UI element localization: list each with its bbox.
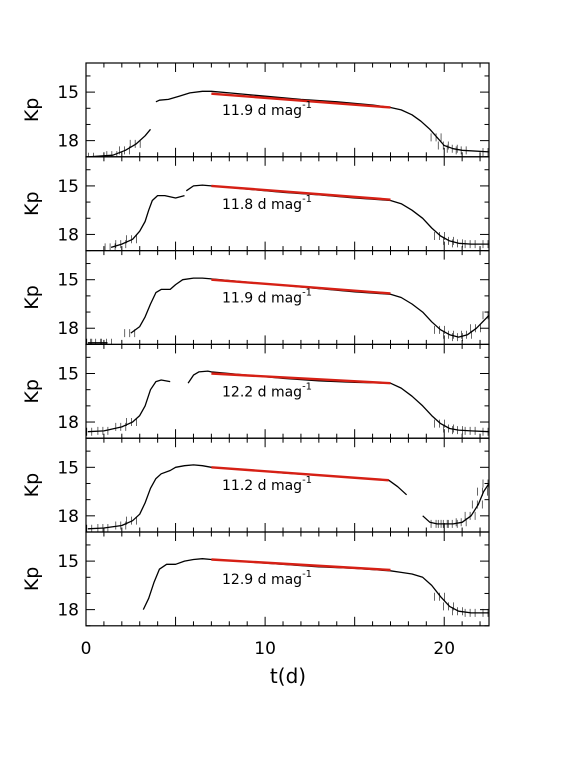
y-tick-label: 18 [57, 319, 79, 339]
panel-data [104, 184, 489, 251]
panel-data [142, 558, 489, 617]
y-tick-label: 18 [57, 132, 79, 152]
data-series-line [422, 483, 489, 525]
y-tick-label: 18 [57, 413, 79, 433]
data-series-line [187, 370, 489, 433]
fit-line [211, 184, 391, 201]
y-axis-label: Kp [21, 191, 43, 216]
y-axis-label: Kp [21, 379, 43, 404]
x-axis: 0 10 20 [81, 639, 455, 659]
slope-annotation: 12.2 d mag-1 [222, 381, 312, 400]
y-tick-label: 15 [57, 83, 79, 103]
data-series-line [155, 90, 489, 153]
slope-annotation: 11.8 d mag-1 [222, 194, 312, 213]
y-axis-label: Kp [21, 473, 43, 498]
fit-line [211, 466, 389, 482]
panel-5: 15 18 Kp 11.2 d mag-1 [21, 437, 490, 533]
slope-exponent: -1 [302, 100, 312, 111]
y-axis-label: Kp [21, 98, 43, 123]
x-axis-label: t(d) [270, 664, 306, 688]
fit-line [211, 278, 391, 295]
y-tick-label: 18 [57, 601, 79, 621]
slope-value: 12.9 d mag [222, 572, 302, 588]
y-axis-label: Kp [21, 567, 43, 592]
fit-line [211, 558, 391, 572]
slope-exponent: -1 [302, 288, 312, 299]
y-tick-label: 15 [57, 458, 79, 478]
data-series-line [87, 464, 408, 530]
slope-exponent: -1 [302, 381, 312, 392]
slope-exponent: -1 [302, 194, 312, 205]
slope-value: 12.2 d mag [222, 384, 302, 400]
y-tick-label: 18 [57, 507, 79, 527]
panel-6: 15 18 Kp 12.9 d mag-1 [21, 531, 490, 627]
y-tick-label: 18 [57, 225, 79, 245]
panel-3: 15 18 Kp 11.9 d mag-1 [21, 250, 490, 346]
slope-annotation: 11.9 d mag-1 [222, 100, 312, 119]
x-tick-label: 10 [254, 639, 276, 659]
panel-frame [85, 531, 490, 627]
fit-line [211, 372, 391, 385]
y-axis-label: Kp [21, 285, 43, 310]
fit-line [211, 92, 391, 109]
panel-data [86, 370, 489, 436]
slope-value: 11.9 d mag [222, 291, 302, 307]
y-tick-label: 15 [57, 271, 79, 291]
slope-value: 11.2 d mag [222, 478, 302, 494]
panel-1: 15 18 Kp 11.9 d mag-1 [21, 62, 490, 158]
data-series-line [185, 184, 489, 245]
slope-exponent: -1 [302, 475, 312, 486]
x-tick-label: 20 [433, 639, 455, 659]
y-tick-label: 15 [57, 177, 79, 197]
y-tick-label: 15 [57, 552, 79, 572]
panel-data [86, 464, 489, 533]
panel-data [86, 277, 489, 345]
slope-exponent: -1 [302, 569, 312, 580]
panel-2: 15 18 Kp 11.8 d mag-1 [21, 156, 490, 252]
data-series-line [87, 379, 171, 433]
data-series-line [110, 194, 185, 249]
slope-value: 11.9 d mag [222, 103, 302, 119]
slope-value: 11.8 d mag [222, 197, 302, 213]
x-tick-label: 0 [81, 639, 92, 659]
slope-annotation: 12.9 d mag-1 [222, 569, 312, 588]
panel-4: 15 18 Kp 12.2 d mag-1 [21, 343, 490, 439]
y-tick-label: 15 [57, 365, 79, 385]
slope-annotation: 11.2 d mag-1 [222, 475, 312, 494]
data-series-line [89, 128, 151, 157]
slope-annotation: 11.9 d mag-1 [222, 288, 312, 307]
panel-data [88, 90, 489, 157]
